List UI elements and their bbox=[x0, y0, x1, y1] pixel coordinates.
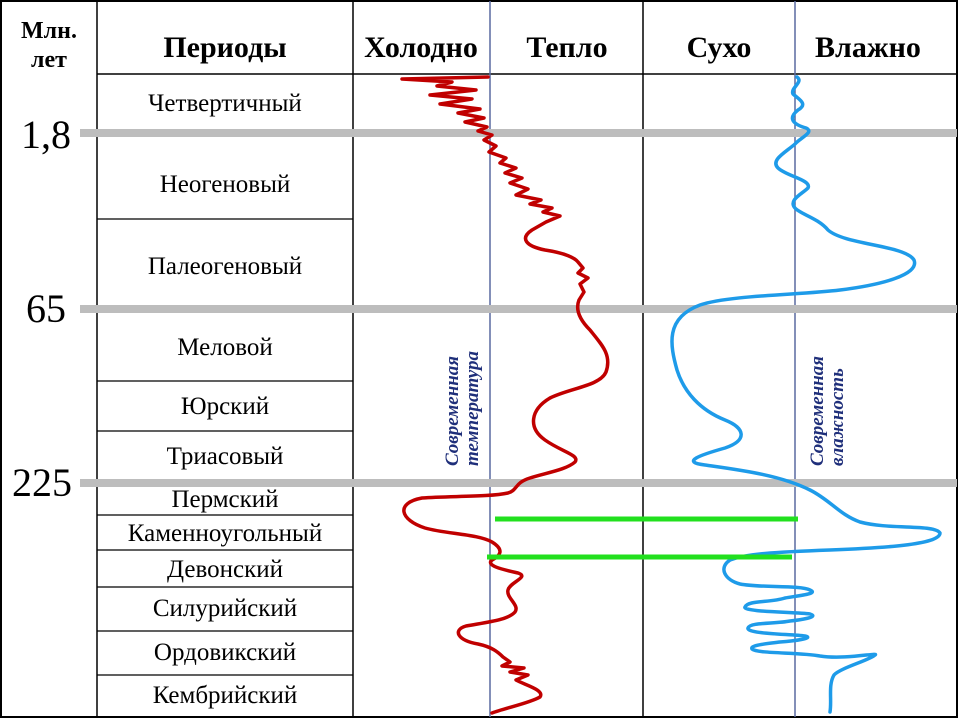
period-row-separators bbox=[97, 218, 353, 676]
temperature-curve bbox=[400, 75, 610, 715]
period-label: Палеогеновый bbox=[148, 253, 302, 280]
header-warm: Тепло bbox=[526, 31, 607, 64]
period-label: Девонский bbox=[167, 556, 283, 583]
modern-humidity-label-line1: Современная bbox=[807, 356, 828, 466]
header-wet: Влажно bbox=[815, 31, 921, 64]
period-labels: Четвертичный Неогеновый Палеогеновый Мел… bbox=[128, 90, 322, 709]
age-label-1-8: 1,8 bbox=[21, 112, 71, 157]
period-label: Кембрийский bbox=[153, 682, 298, 709]
period-label: Каменноугольный bbox=[128, 520, 322, 547]
header-cold: Холодно bbox=[364, 31, 478, 64]
period-label: Пермский bbox=[171, 486, 278, 513]
modern-temperature-label-line2: температура bbox=[462, 351, 483, 466]
humidity-curve bbox=[670, 75, 942, 714]
age-label-225: 225 bbox=[12, 460, 72, 505]
period-label: Ордовикский bbox=[154, 639, 296, 666]
header-mya-line2: лет bbox=[31, 47, 67, 73]
header-periods: Периоды bbox=[163, 31, 286, 64]
header-dry: Сухо bbox=[687, 31, 752, 64]
highlight-bars bbox=[487, 516, 798, 560]
period-label: Четвертичный bbox=[148, 90, 302, 117]
age-label-65: 65 bbox=[26, 286, 66, 331]
header-mya-line1: Млн. bbox=[21, 18, 77, 44]
period-label: Неогеновый bbox=[160, 171, 291, 198]
period-label: Меловой bbox=[177, 334, 272, 361]
modern-temperature-label-line1: Современная bbox=[442, 356, 463, 466]
period-label: Юрский bbox=[181, 393, 269, 420]
period-label: Силурийский bbox=[153, 595, 297, 622]
modern-humidity-label-line2: влажность bbox=[827, 368, 848, 466]
period-label: Триасовый bbox=[167, 443, 284, 470]
